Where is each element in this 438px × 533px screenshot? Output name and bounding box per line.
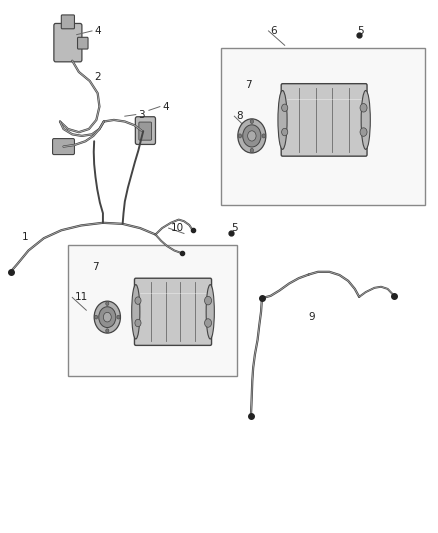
Circle shape [135, 319, 141, 327]
Circle shape [103, 312, 111, 322]
Circle shape [135, 297, 141, 304]
FancyBboxPatch shape [134, 278, 212, 345]
Circle shape [282, 104, 288, 111]
Ellipse shape [278, 91, 287, 149]
Text: 6: 6 [271, 26, 277, 36]
Circle shape [360, 128, 367, 136]
Circle shape [205, 296, 212, 305]
Circle shape [95, 315, 98, 319]
Text: 1: 1 [22, 232, 28, 242]
FancyBboxPatch shape [61, 15, 74, 29]
Circle shape [99, 307, 116, 327]
Text: 8: 8 [237, 111, 243, 121]
Ellipse shape [132, 285, 140, 339]
FancyBboxPatch shape [53, 139, 74, 155]
Text: 11: 11 [74, 293, 88, 302]
FancyBboxPatch shape [281, 84, 367, 156]
Circle shape [117, 315, 120, 319]
Circle shape [106, 329, 109, 333]
Circle shape [250, 148, 254, 152]
Text: 7: 7 [92, 262, 99, 271]
Circle shape [94, 301, 120, 333]
FancyBboxPatch shape [135, 117, 155, 144]
Text: 7: 7 [245, 80, 252, 90]
FancyBboxPatch shape [54, 23, 82, 62]
FancyBboxPatch shape [139, 122, 152, 140]
Text: 5: 5 [357, 26, 364, 36]
Bar [221, 48, 425, 205]
Circle shape [243, 125, 261, 147]
Circle shape [238, 119, 266, 153]
Ellipse shape [206, 285, 214, 339]
Text: 9: 9 [308, 312, 314, 322]
Ellipse shape [361, 91, 370, 149]
Text: 4: 4 [162, 102, 169, 111]
Circle shape [238, 134, 242, 138]
Circle shape [250, 119, 254, 124]
Text: 5: 5 [231, 223, 237, 233]
Text: 10: 10 [171, 223, 184, 233]
FancyBboxPatch shape [78, 37, 88, 49]
Bar [68, 245, 237, 376]
Circle shape [205, 319, 212, 327]
Circle shape [106, 302, 109, 305]
Text: 2: 2 [94, 72, 101, 82]
Circle shape [282, 128, 288, 136]
Circle shape [360, 103, 367, 112]
Text: 3: 3 [138, 110, 145, 119]
Circle shape [262, 134, 265, 138]
Circle shape [247, 131, 256, 141]
Text: 4: 4 [94, 26, 101, 36]
